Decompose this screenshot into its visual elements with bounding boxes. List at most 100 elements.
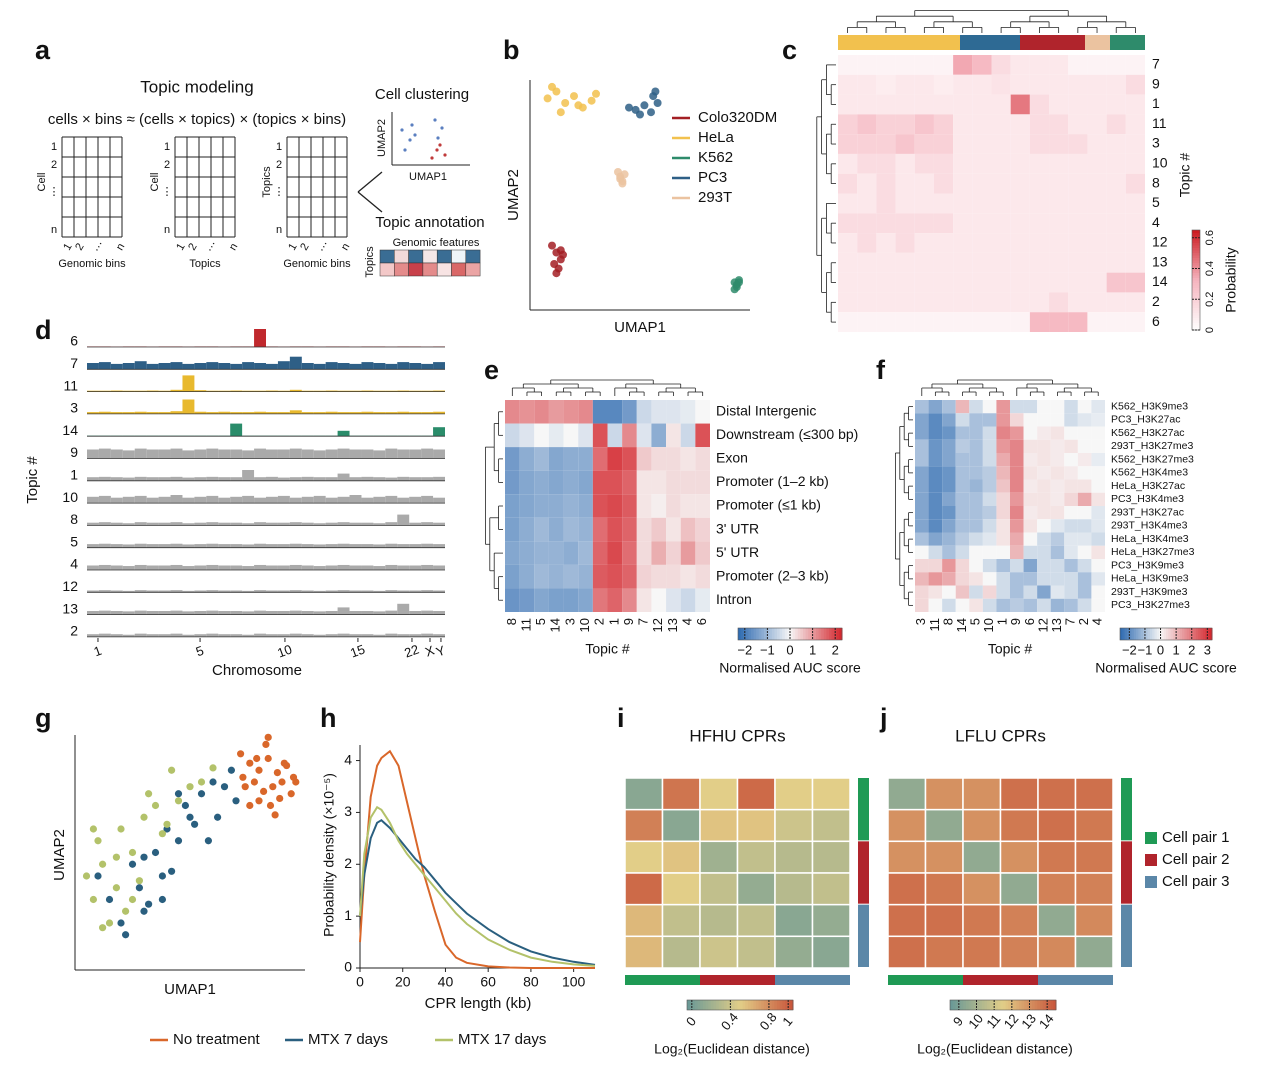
heatmap-cell	[857, 114, 877, 135]
track-bar	[218, 522, 231, 526]
track-bar	[98, 390, 111, 392]
heatmap-cell	[955, 559, 970, 573]
track-bar	[158, 611, 171, 615]
scatter-point	[151, 848, 160, 857]
col-label: 4	[1090, 618, 1105, 625]
colorbar-step	[718, 1000, 722, 1010]
heatmap-cell	[1068, 153, 1088, 174]
track-label: 7	[70, 355, 78, 371]
track-bar	[301, 363, 314, 370]
heatmap-cell	[578, 564, 593, 589]
heatmap-cell	[1091, 545, 1105, 559]
col-label: 12	[650, 618, 665, 632]
track-bar	[289, 522, 302, 526]
heatmap-cell	[1037, 598, 1051, 612]
y-tick-label: 0	[344, 959, 352, 975]
track-bar	[385, 633, 398, 637]
track-bar	[385, 543, 398, 548]
track-bar	[194, 611, 207, 615]
scatter-point	[264, 754, 272, 763]
heatmap-cell	[1068, 252, 1088, 273]
heatmap-cell	[991, 193, 1011, 214]
track-bar	[301, 544, 314, 548]
heatmap-cell	[933, 272, 954, 293]
heatmap-cell	[607, 470, 623, 495]
scatter-point	[556, 108, 565, 117]
row-label: HeLa_H3K27me3	[1111, 546, 1195, 558]
heatmap-cell	[1010, 439, 1024, 453]
legend-label: 293T	[698, 189, 732, 206]
heatmap-cell	[548, 517, 564, 542]
heatmap-cell	[699, 872, 739, 906]
heatmap-cell	[622, 564, 637, 589]
heatmap-cell	[1029, 94, 1050, 115]
heatmap-cell	[1064, 453, 1078, 467]
x-axis-label: UMAP1	[614, 319, 666, 336]
colorbar-step	[1156, 628, 1160, 640]
track-bar	[206, 564, 219, 570]
heatmap-cell	[1010, 213, 1030, 234]
heatmap-cell	[636, 517, 652, 542]
track-bar	[87, 565, 99, 570]
scatter-point	[543, 94, 552, 103]
illustration-dot	[436, 136, 440, 140]
heatmap-cell	[505, 470, 520, 495]
colorbar-step	[813, 628, 817, 640]
track-bar	[289, 497, 302, 504]
track-bar	[421, 412, 434, 414]
track-bar	[158, 477, 171, 481]
heatmap-cell	[811, 872, 851, 906]
heatmap-cell	[962, 808, 1002, 843]
colorbar-step	[1192, 265, 1200, 268]
heatmap-cell	[519, 588, 535, 612]
heatmap-cell	[519, 423, 535, 448]
track-bar	[313, 611, 326, 615]
col-label: 4	[679, 618, 694, 625]
scatter-point	[625, 103, 633, 112]
row-label: 293T_H3K4me3	[1111, 520, 1188, 532]
track-bar	[230, 565, 243, 570]
heatmap-cell	[876, 312, 896, 332]
heatmap-cell	[736, 872, 776, 906]
y-axis-label: Probability density (×10⁻⁵)	[321, 773, 337, 937]
colorbar-step	[805, 628, 809, 640]
track-bar	[421, 522, 434, 526]
heatmap-cell	[955, 453, 970, 467]
track-bar	[301, 390, 314, 392]
heatmap-cell	[838, 74, 858, 95]
mini-axis-label: UMAP2	[376, 119, 388, 157]
colorbar-step	[1192, 285, 1200, 288]
row-label: 1	[1152, 95, 1160, 111]
heatmap-cell	[1023, 559, 1038, 573]
colorbar-step	[1192, 262, 1200, 266]
track-bar	[218, 363, 231, 370]
heatmap-cell	[969, 453, 983, 467]
heatmap-cell	[942, 439, 956, 453]
heatmap-cell	[1010, 453, 1024, 467]
track-bar	[313, 412, 326, 414]
track-bar	[254, 564, 266, 570]
heatmap-cell	[548, 400, 564, 424]
x-tick-label: 100	[562, 974, 586, 990]
heatmap-cell	[953, 233, 973, 253]
track-bar	[385, 590, 398, 593]
track-bar	[242, 544, 255, 548]
track-bar	[337, 564, 350, 570]
heatmap-cell	[1049, 233, 1069, 253]
track-bar	[194, 634, 207, 637]
heatmap-cell	[1037, 479, 1051, 493]
colorbar-step	[839, 628, 843, 640]
track-bar	[230, 611, 243, 615]
heatmap-cell	[972, 233, 992, 253]
heatmap-cell	[969, 506, 983, 520]
heatmap-cell	[651, 541, 667, 565]
track-bar	[301, 522, 314, 526]
heatmap-cell	[1029, 193, 1050, 214]
colorbar-step	[995, 1000, 999, 1010]
heatmap-cell	[972, 173, 992, 194]
track-bar	[337, 522, 350, 526]
track-bar	[325, 565, 338, 570]
colorbar-step	[1138, 628, 1142, 640]
colorbar-step	[745, 1000, 749, 1010]
heatmap-cell	[624, 777, 664, 811]
